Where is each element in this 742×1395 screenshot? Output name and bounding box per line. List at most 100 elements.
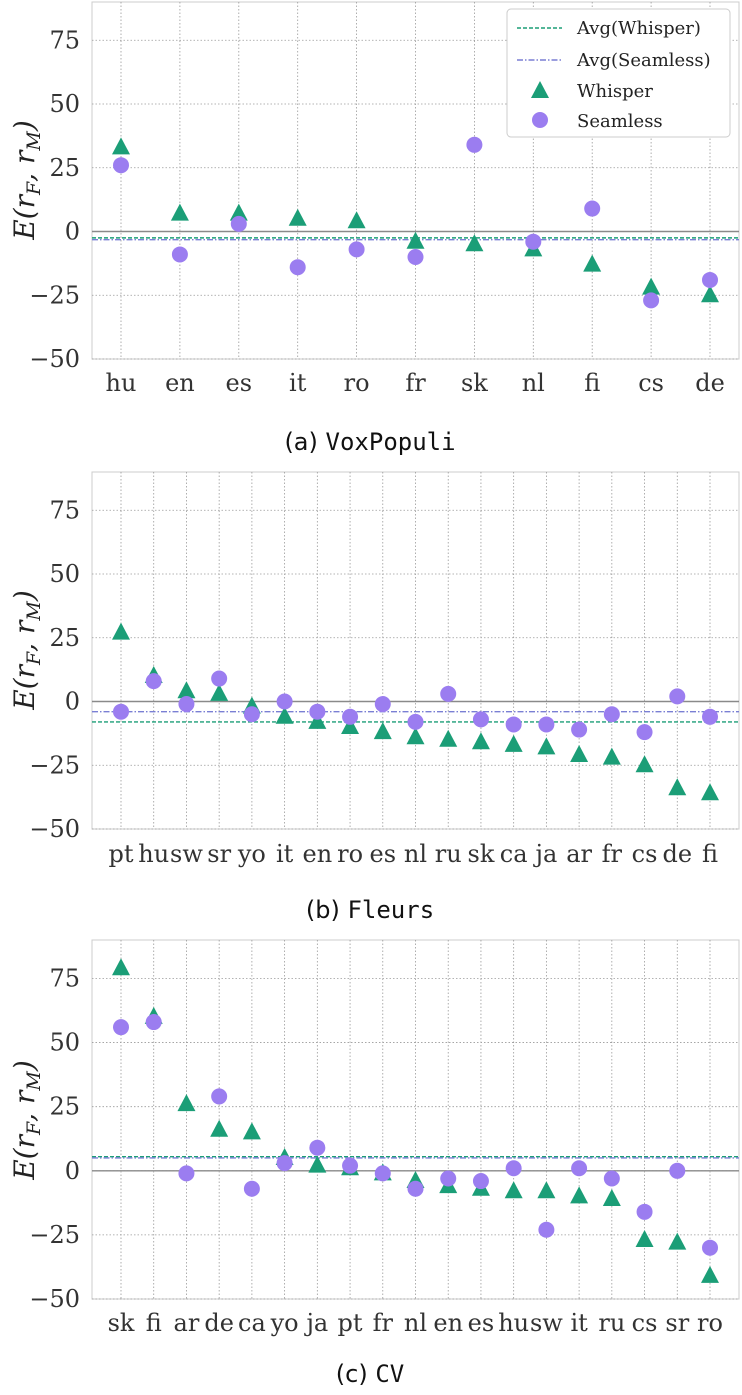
- x-tick-label-nl: nl: [522, 369, 545, 397]
- legend-whisper-marker: [531, 81, 549, 98]
- x-tick-label-en: en: [165, 369, 195, 397]
- x-tick-label-hu: hu: [498, 1309, 529, 1337]
- whisper-point-ar: [177, 1094, 196, 1112]
- x-tick-label-nl: nl: [404, 1309, 427, 1337]
- whisper-point-ro: [341, 717, 360, 734]
- whisper-point-en: [308, 711, 327, 729]
- x-tick-label-ca: ca: [500, 840, 528, 868]
- y-axis-label-E: E(r: [8, 1133, 41, 1180]
- y-tick-label: 25: [49, 1093, 80, 1121]
- seamless-point-cs: [636, 1203, 653, 1220]
- y-tick-labels: −50 −25 0 25 50 75: [29, 26, 80, 373]
- x-tick-label-es: es: [226, 369, 253, 397]
- seamless-point-hu: [505, 1160, 522, 1177]
- whisper-point-es: [373, 722, 392, 740]
- x-tick-label-sr: sr: [665, 1309, 689, 1337]
- x-tick-label-it: it: [276, 840, 294, 868]
- seamless-point-cs: [643, 292, 660, 309]
- seamless-point-ca: [243, 1180, 260, 1197]
- seamless-point-ca: [505, 716, 522, 733]
- x-tick-label-en: en: [302, 840, 332, 868]
- whisper-point-ca: [504, 734, 523, 752]
- whisper-point-sr: [668, 1232, 687, 1250]
- seamless-point-ru: [603, 1170, 620, 1187]
- x-tick-label-cs: cs: [638, 369, 664, 397]
- x-tick-label-sw: sw: [530, 1309, 563, 1337]
- seamless-point-cs: [636, 724, 653, 741]
- whisper-point-nl: [406, 727, 425, 745]
- y-tick-label: 0: [65, 218, 80, 246]
- x-tick-label-fi: fi: [146, 1309, 162, 1337]
- whisper-point-cs: [635, 1230, 654, 1248]
- whisper-point-es: [229, 203, 248, 221]
- panel-voxpopuli: −50 −25 0 25 50 75 hu en es it ro fr sk nl fi cs de E(r…: [8, 1, 740, 456]
- whisper-point-en: [170, 203, 189, 221]
- y-axis-label-sub-M: M: [23, 131, 45, 152]
- panel-caption: (a) VoxPopuli: [284, 428, 455, 456]
- seamless-point-yo: [276, 1155, 293, 1172]
- x-tick-label-nl: nl: [404, 840, 427, 868]
- seamless-point-en: [171, 246, 188, 263]
- y-tick-label: 50: [49, 560, 80, 588]
- y-tick-label: 25: [49, 154, 80, 182]
- y-axis-label-sub-M: M: [23, 1071, 45, 1092]
- seamless-point-hu: [145, 673, 162, 690]
- whisper-point-de: [701, 285, 719, 303]
- seamless-point-pt: [342, 1157, 359, 1174]
- caption-dataset: Fleurs: [347, 896, 434, 924]
- seamless-point-fr: [374, 1165, 391, 1182]
- seamless-point-ru: [440, 685, 457, 702]
- y-axis-label-mid: , r: [8, 619, 41, 652]
- y-tick-labels: −50 −25 0 25 50 75: [29, 496, 80, 843]
- data-points: [112, 622, 719, 801]
- y-axis-label-close: ): [8, 1060, 41, 1072]
- x-tick-label-fr: fr: [602, 840, 623, 868]
- seamless-point-sw: [538, 1221, 555, 1238]
- seamless-point-fi: [702, 708, 718, 725]
- whisper-point-ca: [242, 1122, 261, 1140]
- panel-cv: −50 −25 0 25 50 75 sk fi ar de ca yo ja pt fr nl en es hu…: [8, 939, 740, 1388]
- x-tick-label-fi: fi: [584, 369, 600, 397]
- x-tick-label-sk: sk: [108, 1309, 135, 1337]
- seamless-point-it: [571, 1160, 588, 1177]
- seamless-point-de: [702, 271, 718, 288]
- seamless-point-sk: [113, 1019, 129, 1036]
- x-tick-label-sw: sw: [170, 840, 203, 868]
- seamless-point-es: [230, 215, 247, 232]
- x-tick-label-pt: pt: [338, 1309, 363, 1337]
- average-lines: [92, 711, 739, 723]
- seamless-point-pt: [113, 703, 129, 720]
- panel-fleurs: −50 −25 0 25 50 75 pt hu sw sr yo it en ro es nl ru sk ca…: [8, 471, 740, 924]
- legend-avg-seamless-label: Avg(Seamless): [576, 50, 711, 71]
- y-tick-label: 25: [49, 624, 80, 652]
- x-tick-label-yo: yo: [270, 1309, 299, 1337]
- whisper-point-fr: [602, 747, 621, 765]
- x-tick-label-ro: ro: [697, 1309, 723, 1337]
- seamless-point-fi: [145, 1014, 162, 1031]
- x-tick-label-ro: ro: [337, 840, 363, 868]
- caption-dataset: VoxPopuli: [326, 428, 456, 456]
- x-tick-label-hu: hu: [106, 369, 137, 397]
- x-tick-label-es: es: [468, 1309, 495, 1337]
- seamless-point-ro: [342, 708, 359, 725]
- y-axis-label-close: ): [8, 120, 41, 132]
- seamless-point-fi: [584, 200, 601, 217]
- seamless-point-en: [309, 703, 326, 720]
- whisper-point-ja: [308, 1155, 327, 1173]
- y-gridlines: [92, 978, 739, 1300]
- whisper-point-sr: [210, 683, 229, 701]
- caption-prefix: (b): [306, 896, 340, 924]
- whisper-point-sk: [112, 958, 130, 976]
- seamless-point-es: [472, 1173, 489, 1190]
- whisper-point-it: [570, 1186, 589, 1204]
- seamless-point-sr: [669, 1162, 686, 1179]
- seamless-point-ja: [538, 716, 555, 733]
- y-axis-label-E: E(r: [8, 193, 41, 240]
- x-tick-labels: sk fi ar de ca yo ja pt fr nl en es hu sw it ru cs sr ro: [108, 1309, 723, 1337]
- seamless-point-hu: [113, 157, 129, 174]
- x-tick-label-cs: cs: [632, 840, 658, 868]
- data-points: [112, 136, 719, 309]
- x-tick-label-de: de: [695, 369, 725, 397]
- whisper-point-ru: [439, 729, 458, 747]
- whisper-point-de: [668, 778, 687, 796]
